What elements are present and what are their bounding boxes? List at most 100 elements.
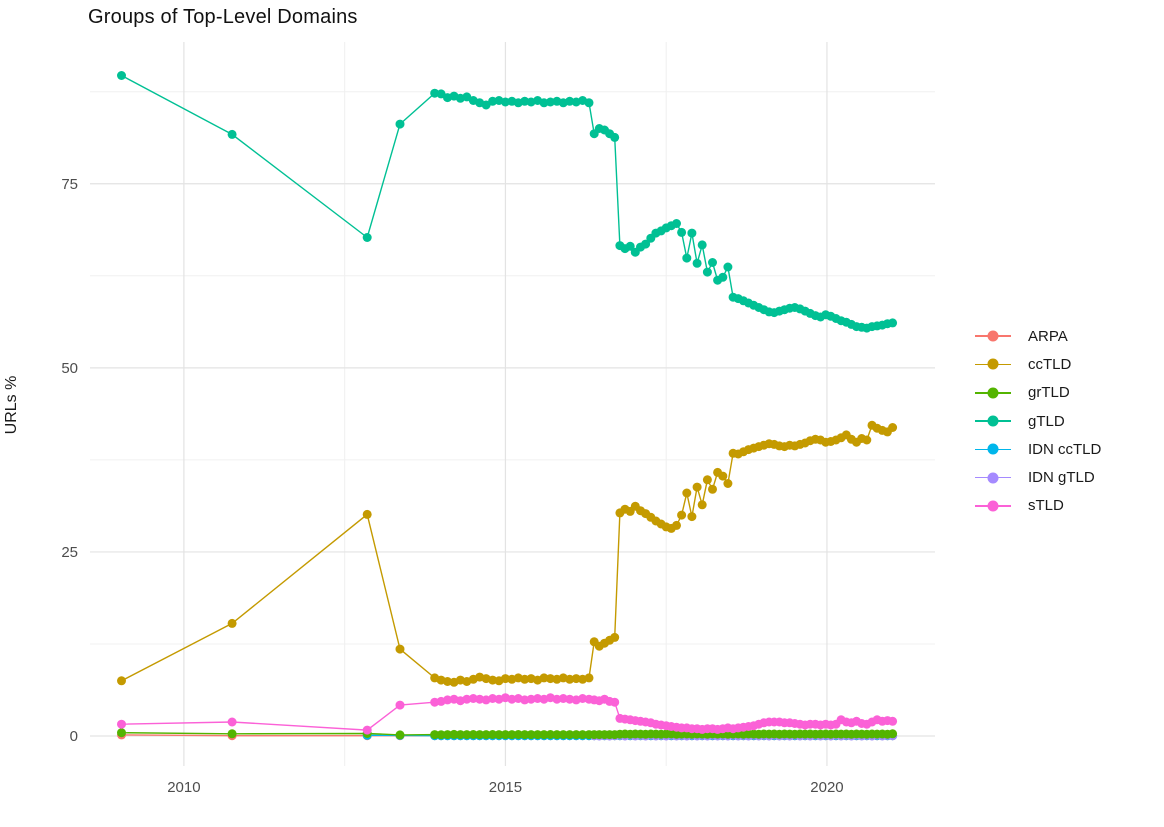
data-point-grtld [539, 730, 549, 740]
legend-key-icon [975, 442, 1011, 456]
data-point-gtld [117, 71, 126, 80]
data-point-grtld [888, 729, 898, 739]
data-point-gtld [641, 239, 651, 249]
data-point-cctld [697, 500, 707, 510]
legend-item-gtld: gTLD [975, 407, 1101, 435]
legend-label: ARPA [1028, 327, 1068, 345]
y-tick-label: 0 [70, 728, 78, 745]
data-point-gtld [500, 97, 510, 107]
data-point-stld [526, 694, 536, 704]
legend-label: ccTLD [1028, 355, 1072, 373]
x-tick-label: 2010 [167, 779, 200, 796]
data-point-cctld [687, 512, 697, 522]
data-point-stld [227, 717, 237, 727]
data-point-stld [462, 694, 472, 704]
data-point-gtld [565, 96, 575, 106]
data-point-gtld [625, 241, 635, 251]
data-point-grtld [430, 730, 440, 740]
data-point-cctld [723, 479, 733, 488]
data-point-gtld [718, 272, 728, 282]
legend-item-stld: sTLD [975, 492, 1101, 520]
data-point-grtld [520, 730, 530, 740]
chart-title: Groups of Top-Level Domains [88, 6, 358, 28]
data-point-cctld [677, 510, 687, 520]
data-point-gtld [723, 262, 733, 272]
data-point-grtld [462, 730, 472, 740]
legend-key-icon [975, 386, 1011, 400]
data-point-gtld [584, 98, 594, 108]
legend-key-icon [975, 499, 1011, 513]
data-point-cctld [227, 618, 237, 628]
data-point-cctld [565, 674, 575, 684]
data-point-stld [395, 700, 405, 710]
data-point-grtld [513, 730, 523, 739]
data-point-grtld [455, 730, 465, 740]
data-point-gtld [708, 258, 717, 267]
data-point-stld [443, 695, 452, 705]
data-point-cctld [610, 632, 620, 642]
data-point-grtld [571, 730, 581, 740]
data-point-grtld [526, 730, 536, 740]
data-point-cctld [718, 471, 728, 481]
data-point-stld [610, 697, 620, 707]
data-point-grtld [500, 730, 510, 740]
data-point-cctld [117, 676, 126, 686]
data-point-grtld [558, 730, 568, 740]
data-point-grtld [494, 730, 504, 740]
legend-label: grTLD [1028, 384, 1070, 402]
data-point-cctld [545, 674, 555, 684]
data-point-grtld [443, 730, 452, 740]
legend-item-arpa: ARPA [975, 322, 1101, 350]
data-point-cctld [395, 644, 405, 654]
legend-key-icon [975, 414, 1011, 428]
data-point-grtld [507, 730, 517, 740]
data-point-cctld [862, 435, 872, 445]
data-point-gtld [702, 267, 712, 277]
legend-item-cctld: ccTLD [975, 350, 1101, 378]
data-point-stld [362, 725, 372, 735]
data-point-grtld [533, 730, 543, 740]
data-point-cctld [888, 423, 898, 432]
data-point-grtld [117, 728, 126, 738]
data-point-gtld [227, 129, 237, 139]
y-tick-label: 50 [61, 360, 78, 377]
series-line-gtld [121, 74, 893, 329]
data-point-stld [117, 719, 126, 729]
data-point-stld [888, 716, 898, 726]
data-point-grtld [227, 729, 237, 739]
data-point-gtld [692, 258, 702, 268]
data-point-grtld [395, 730, 405, 740]
data-point-gtld [888, 318, 898, 328]
legend-label: sTLD [1028, 497, 1064, 515]
x-tick-label: 2020 [810, 779, 843, 796]
x-tick-label: 2015 [489, 779, 522, 796]
data-point-grtld [436, 730, 446, 740]
data-point-grtld [488, 730, 498, 739]
data-point-cctld [362, 509, 372, 519]
legend-item-idn-gtld: IDN gTLD [975, 463, 1101, 491]
data-point-gtld [677, 227, 687, 237]
legend-label: gTLD [1028, 412, 1065, 430]
data-point-gtld [682, 253, 692, 263]
legend-key-icon [975, 329, 1011, 343]
data-point-stld [565, 694, 575, 704]
data-point-grtld [468, 730, 478, 739]
legend-label: IDN ccTLD [1028, 440, 1102, 458]
data-point-cctld [672, 520, 681, 530]
legend-key-icon [975, 357, 1011, 371]
y-axis-title: URLs % [3, 375, 20, 435]
data-point-gtld [610, 132, 620, 142]
legend-label: IDN gTLD [1028, 469, 1095, 487]
data-point-grtld [545, 730, 555, 739]
legend-item-idn-cctld: IDN ccTLD [975, 435, 1101, 463]
legend-item-grtld: grTLD [975, 379, 1101, 407]
y-tick-label: 75 [61, 176, 78, 193]
y-tick-label: 25 [61, 544, 78, 561]
data-point-gtld [687, 228, 697, 238]
data-point-grtld [578, 730, 588, 740]
data-point-cctld [702, 475, 712, 485]
data-point-cctld [584, 673, 594, 683]
data-point-cctld [500, 674, 510, 684]
